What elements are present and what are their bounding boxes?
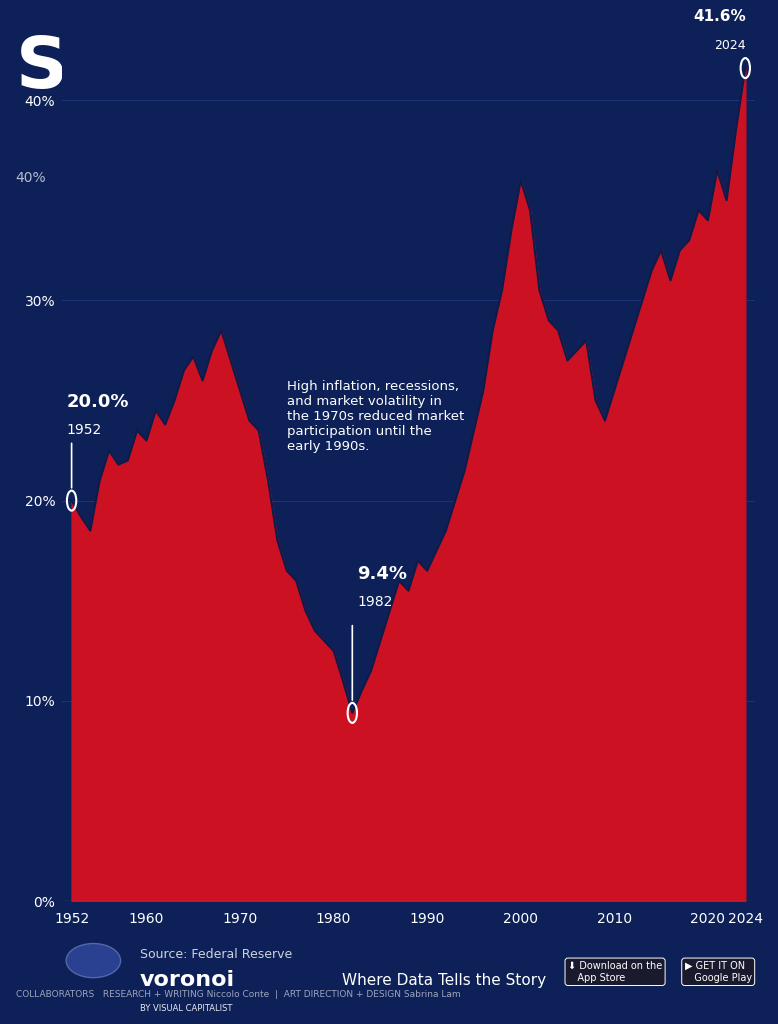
Text: ⬇ Download on the
   App Store: ⬇ Download on the App Store: [568, 961, 662, 983]
Text: Source: Federal Reserve: Source: Federal Reserve: [140, 948, 293, 961]
Text: BY VISUAL CAPITALIST: BY VISUAL CAPITALIST: [140, 1004, 233, 1013]
Text: 40%: 40%: [16, 171, 46, 185]
Text: 2024: 2024: [715, 39, 746, 52]
Text: voronoi: voronoi: [140, 971, 235, 990]
Text: ▶ GET IT ON
   Google Play: ▶ GET IT ON Google Play: [685, 961, 752, 983]
Text: High inflation, recessions,
and market volatility in
the 1970s reduced market
pa: High inflation, recessions, and market v…: [287, 381, 464, 454]
Text: COLLABORATORS   RESEARCH + WRITING Niccolo Conte  |  ART DIRECTION + DESIGN Sabr: COLLABORATORS RESEARCH + WRITING Niccolo…: [16, 990, 460, 998]
Text: 20.0%: 20.0%: [67, 392, 129, 411]
Text: OF U.S. HOUSEHOLDS AND NON-PROFITS: OF U.S. HOUSEHOLDS AND NON-PROFITS: [78, 144, 394, 160]
Text: 9.4%: 9.4%: [357, 564, 407, 583]
Text: Stock Ownership: Stock Ownership: [16, 34, 703, 102]
Text: 1982: 1982: [357, 595, 392, 608]
Text: 41.6%: 41.6%: [693, 9, 746, 24]
Text: Where Data Tells the Story: Where Data Tells the Story: [342, 973, 546, 988]
Ellipse shape: [66, 943, 121, 978]
Text: 1952: 1952: [67, 423, 102, 436]
